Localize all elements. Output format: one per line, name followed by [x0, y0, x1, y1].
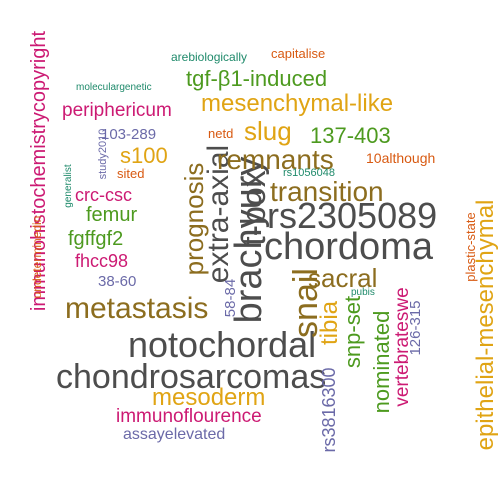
word-s100: s100	[120, 143, 168, 168]
word-137-403: 137-403	[310, 123, 391, 148]
word-notochordal: notochordal	[128, 324, 317, 365]
word-sacral: sacral	[308, 263, 378, 293]
word-rs3816300: rs3816300	[319, 367, 339, 453]
word-fhcc98: fhcc98	[75, 251, 129, 271]
word-fgffgf2: fgffgf2	[68, 228, 124, 250]
word-rs1056048: rs1056048	[283, 167, 335, 179]
word-38-60: 38-60	[98, 273, 137, 290]
word-generalist: generalist	[63, 164, 74, 208]
word-femur: femur	[86, 204, 138, 226]
word-transition: transition	[270, 176, 384, 207]
word-rs2305089: rs2305089	[267, 195, 438, 236]
word-undeterminedin: undeterminedin	[30, 215, 44, 299]
word-periphericum: periphericum	[62, 100, 172, 121]
word-assayelevated: assayelevated	[123, 426, 226, 443]
word-plastic-state: plastic-state	[463, 212, 478, 282]
word-chondrosarcomas: chondrosarcomas	[56, 358, 327, 396]
word-58-84: 58-84	[222, 278, 239, 318]
word-capitalise: capitalise	[271, 46, 326, 61]
word-study2010: study2010	[97, 128, 109, 180]
word-tgf-beta1-induced: tgf-β1-induced	[186, 66, 328, 91]
word-prognosis: prognosis	[179, 162, 209, 276]
word-netd: netd	[208, 126, 234, 141]
word-moleculargenetic: moleculargenetic	[76, 82, 152, 93]
word-126-315: 126-315	[407, 300, 424, 356]
word-immunoflourence: immunoflourence	[116, 406, 262, 427]
word-remnants: remnants	[217, 144, 334, 175]
word-sited: sited	[117, 166, 145, 181]
word-slug: slug	[244, 116, 292, 146]
word-mesenchymal-like: mesenchymal-like	[201, 90, 394, 117]
word-103-289: 103-289	[101, 126, 157, 143]
word-pubis: pubis	[351, 287, 375, 298]
word-crc-csc: crc-csc	[75, 185, 132, 205]
word-snp-set: snp-set	[340, 295, 365, 369]
word-10although: 10although	[366, 150, 436, 166]
word-arebiologically: arebiologically	[171, 50, 248, 64]
word-metastasis: metastasis	[65, 292, 209, 325]
word-chordoma: chordoma	[264, 226, 433, 268]
word-mesoderm: mesoderm	[152, 384, 266, 411]
